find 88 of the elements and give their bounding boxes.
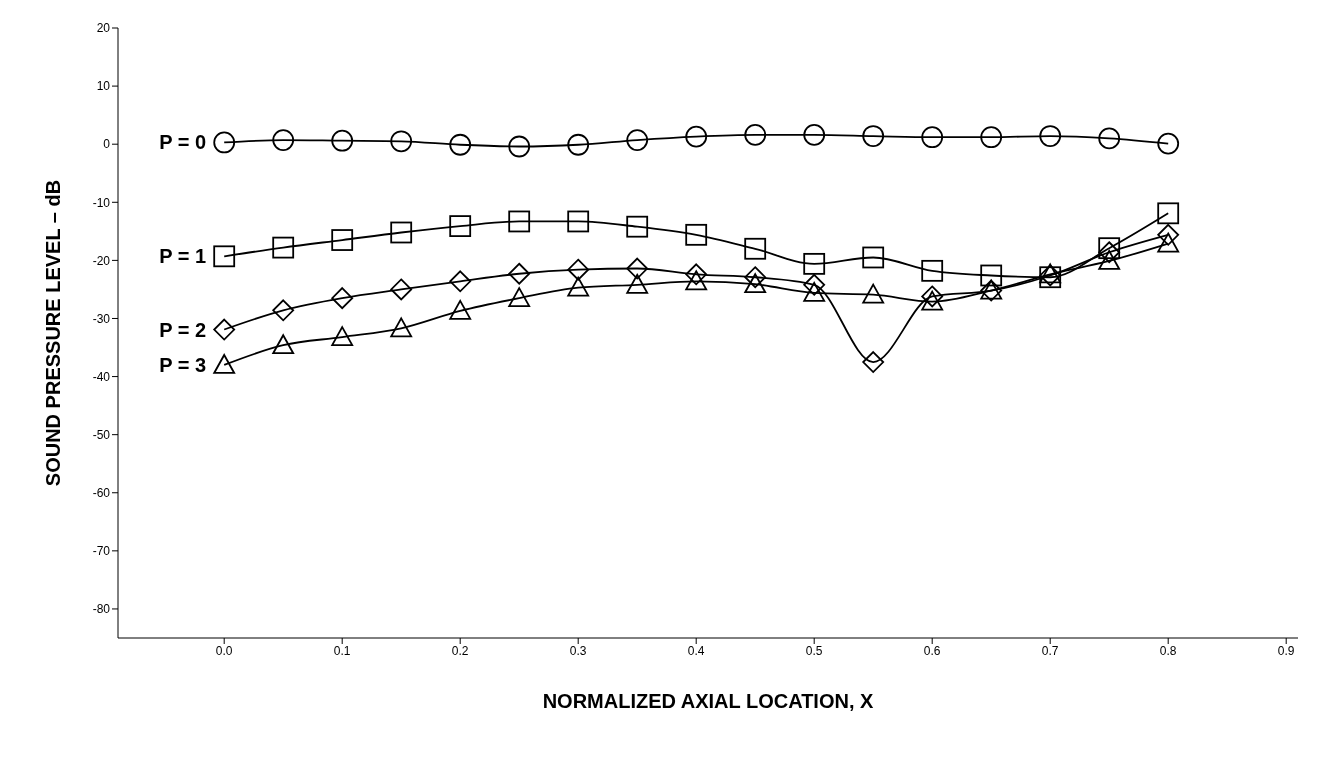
point <box>862 246 885 269</box>
point <box>449 270 472 293</box>
point <box>390 278 413 301</box>
y-tick-label: 0 <box>103 137 111 152</box>
point <box>390 130 413 153</box>
point <box>390 317 413 338</box>
point <box>213 318 236 341</box>
point <box>449 300 472 320</box>
point <box>803 282 826 302</box>
series-label: P = 0 <box>159 131 207 154</box>
point <box>685 125 708 148</box>
point <box>1157 223 1180 246</box>
x-tick-label: 0.5 <box>805 643 823 658</box>
point <box>626 273 649 294</box>
point <box>508 210 531 233</box>
point <box>272 334 295 355</box>
point <box>567 276 590 297</box>
point <box>331 129 354 152</box>
x-tick-label: 0.4 <box>687 643 705 658</box>
y-tick-label: -60 <box>92 486 111 501</box>
series-label: P = 2 <box>159 318 207 341</box>
point <box>272 236 295 259</box>
point <box>331 229 354 251</box>
y-axis-title: SOUND PRESSURE LEVEL – dB <box>42 179 65 487</box>
y-tick-label: 10 <box>96 79 111 94</box>
x-axis-title: NORMALIZED AXIAL LOCATION, X <box>542 690 875 712</box>
point <box>803 124 826 146</box>
y-tick-label: -10 <box>92 195 111 210</box>
x-tick-label: 0.8 <box>1159 643 1177 658</box>
series-label: P = 3 <box>159 353 207 376</box>
point <box>331 326 354 346</box>
point <box>744 237 767 260</box>
point <box>685 263 708 286</box>
point <box>390 221 413 244</box>
x-tick-label: 0.6 <box>923 643 941 658</box>
point <box>567 258 590 281</box>
series-label: P = 1 <box>159 245 207 268</box>
point <box>213 245 236 268</box>
point <box>744 273 767 294</box>
point <box>272 129 295 152</box>
point <box>744 124 767 146</box>
point <box>744 266 767 289</box>
point <box>803 252 826 275</box>
point <box>1157 132 1180 155</box>
point <box>449 215 472 238</box>
point <box>921 290 944 311</box>
point <box>626 215 649 238</box>
x-tick-label: 0.3 <box>569 643 587 658</box>
point <box>921 126 944 149</box>
point <box>508 287 531 308</box>
point <box>685 270 708 291</box>
point <box>626 129 649 152</box>
point <box>1098 250 1121 270</box>
point <box>213 131 236 154</box>
point <box>862 283 885 304</box>
point <box>862 125 885 147</box>
x-tick-label: 0.7 <box>1041 643 1059 658</box>
point <box>1098 127 1121 150</box>
y-tick-label: -70 <box>92 544 111 559</box>
y-tick-label: -40 <box>92 369 111 384</box>
point <box>508 135 531 158</box>
point <box>626 257 649 280</box>
point <box>862 351 885 373</box>
point <box>685 223 708 246</box>
point <box>567 133 590 156</box>
x-tick-label: 0.9 <box>1277 643 1295 658</box>
y-tick-label: -50 <box>92 427 111 442</box>
point <box>921 285 944 308</box>
point <box>980 264 1003 287</box>
point <box>508 262 531 285</box>
x-tick-label: 0.1 <box>333 643 351 658</box>
y-tick-label: -20 <box>92 253 111 268</box>
point <box>1157 232 1180 253</box>
point <box>567 210 590 233</box>
x-tick-label: 0.0 <box>215 643 233 658</box>
point <box>1157 202 1180 225</box>
point <box>980 126 1003 149</box>
point <box>272 299 295 322</box>
point <box>213 354 236 374</box>
point <box>803 273 826 296</box>
point <box>449 133 472 156</box>
y-tick-label: 20 <box>96 21 111 36</box>
point <box>331 287 354 310</box>
point <box>1039 125 1062 147</box>
y-tick-label: -30 <box>92 311 111 326</box>
x-tick-label: 0.2 <box>451 643 469 658</box>
point <box>921 259 944 282</box>
y-tick-label: -80 <box>92 602 111 617</box>
